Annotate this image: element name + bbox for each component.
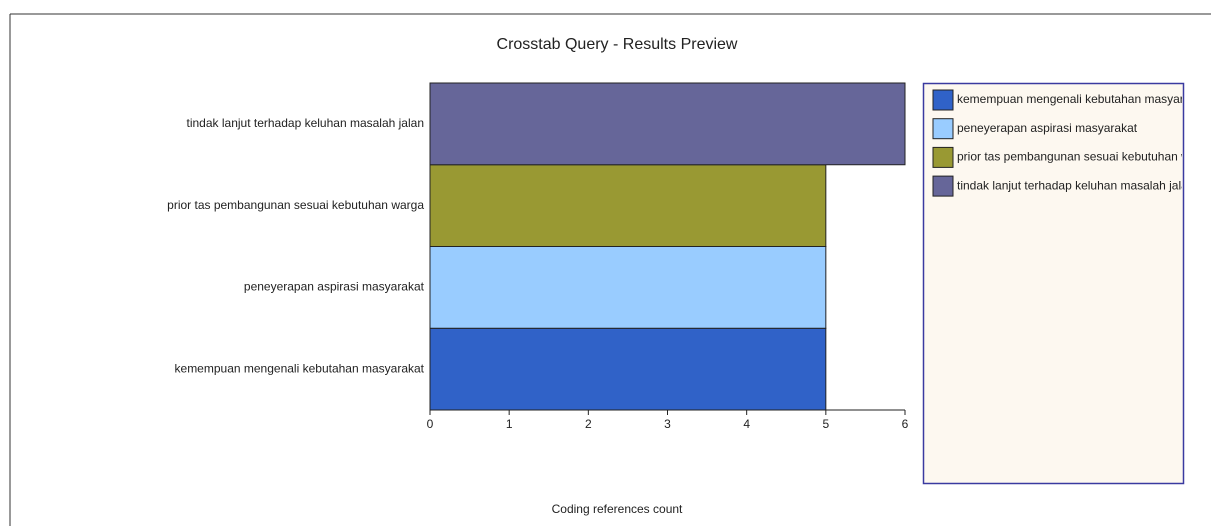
x-tick-label: 2 (585, 417, 592, 431)
legend-swatch (932, 146, 954, 168)
x-tick-label: 6 (902, 417, 909, 431)
y-tick-label: prior tas pembangunan sesuai kebutuhan w… (167, 198, 424, 212)
chart-title: Crosstab Query - Results Preview (497, 36, 738, 53)
x-tick-label: 1 (506, 417, 513, 431)
legend: kemempuan mengenali kebutahan masyarakat… (932, 89, 1211, 197)
legend-label: prior tas pembangunan sesuai kebutuhan w… (957, 150, 1211, 164)
y-tick-label: peneyerapan aspirasi masyarakat (244, 280, 425, 294)
legend-swatch (932, 118, 954, 140)
bar (429, 246, 827, 329)
bar (429, 82, 906, 166)
x-axis-label: Coding references count (552, 502, 683, 516)
legend-label: tindak lanjut terhadap keluhan masalah j… (957, 178, 1195, 192)
bar (429, 164, 827, 247)
y-tick-label: tindak lanjut terhadap keluhan masalah j… (187, 116, 425, 130)
x-tick-label: 5 (822, 417, 829, 431)
legend-label: kemempuan mengenali kebutahan masyarakat (957, 92, 1207, 106)
legend-swatch (932, 89, 954, 111)
x-tick-label: 3 (664, 417, 671, 431)
y-tick-label: kemempuan mengenali kebutahan masyarakat (175, 361, 425, 375)
x-tick-label: 4 (743, 417, 750, 431)
legend-box (922, 82, 1185, 485)
x-tick-label: 0 (427, 417, 434, 431)
legend-label: peneyerapan aspirasi masyarakat (957, 121, 1138, 135)
bar (429, 327, 827, 411)
legend-swatch (932, 175, 954, 197)
